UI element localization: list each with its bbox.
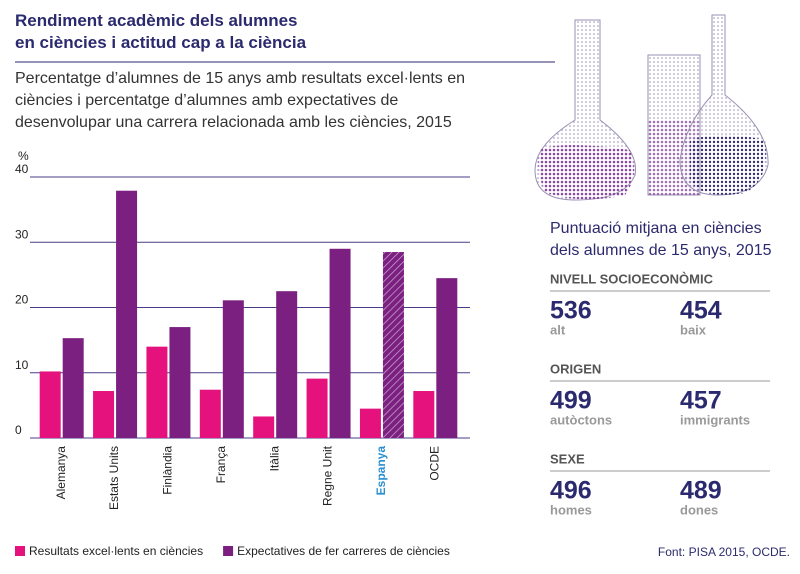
bar xyxy=(253,416,275,438)
chart-subtitle: Percentatge d’alumnes de 15 anys amb res… xyxy=(15,70,466,131)
legend-swatch xyxy=(15,546,25,556)
bar xyxy=(62,338,84,438)
bar xyxy=(329,248,351,438)
panel-value: 457 xyxy=(680,387,722,415)
x-tick-label: Regne Unit xyxy=(321,445,335,506)
panel-label: immigrants xyxy=(680,412,750,427)
y-axis-label: % xyxy=(18,149,29,163)
legend-label: Expectatives de fer carreres de ciències xyxy=(237,544,450,558)
panel-heading: ORIGEN xyxy=(550,361,601,376)
panel-value: 496 xyxy=(550,477,592,505)
x-tick-label: OCDE xyxy=(427,446,441,481)
y-tick-label: 0 xyxy=(15,423,22,437)
bar xyxy=(436,278,458,438)
x-tick-label: Espanya xyxy=(374,446,388,496)
bar xyxy=(222,300,244,438)
panel-label: alt xyxy=(550,322,566,337)
bar xyxy=(359,408,381,438)
y-tick-label: 40 xyxy=(15,162,29,176)
panel-value: 499 xyxy=(550,387,592,415)
panel-label: baix xyxy=(680,322,707,337)
panel-label: homes xyxy=(550,502,592,517)
panel-value: 454 xyxy=(680,297,722,325)
bar xyxy=(306,378,328,438)
y-tick-label: 30 xyxy=(15,227,29,241)
panel-label: autòctons xyxy=(550,412,612,427)
bar xyxy=(413,391,435,438)
panel-value: 536 xyxy=(550,297,592,325)
bar xyxy=(146,346,168,438)
source: Font: PISA 2015, OCDE. xyxy=(658,545,790,559)
panel-label: dones xyxy=(680,502,718,517)
y-tick-label: 20 xyxy=(15,293,29,307)
flask-illustration xyxy=(534,14,769,201)
bar xyxy=(169,327,191,438)
x-tick-label: Finlàndia xyxy=(161,446,175,495)
x-tick-label: França xyxy=(214,446,228,484)
x-tick-label: Alemanya xyxy=(54,446,68,500)
bar xyxy=(116,190,138,438)
bar xyxy=(39,371,61,438)
bar xyxy=(199,389,221,438)
panel-heading: NIVELL SOCIOECONÒMIC xyxy=(550,271,714,286)
legend-label: Resultats excel·lents en ciències xyxy=(29,544,203,558)
panel-value: 489 xyxy=(680,477,722,505)
x-tick-label: Estats Units xyxy=(107,446,121,510)
bar xyxy=(276,291,298,438)
x-tick-label: Itàlia xyxy=(267,446,281,472)
panel-heading: SEXE xyxy=(550,451,585,466)
bar xyxy=(382,252,404,438)
bar xyxy=(93,391,115,438)
legend-swatch xyxy=(223,546,234,556)
y-tick-label: 10 xyxy=(15,358,29,372)
panel-title: Puntuació mitjana en ciències dels alumn… xyxy=(550,220,772,259)
chart-title: Rendiment acadèmic dels alumnes en ciènc… xyxy=(15,11,307,52)
